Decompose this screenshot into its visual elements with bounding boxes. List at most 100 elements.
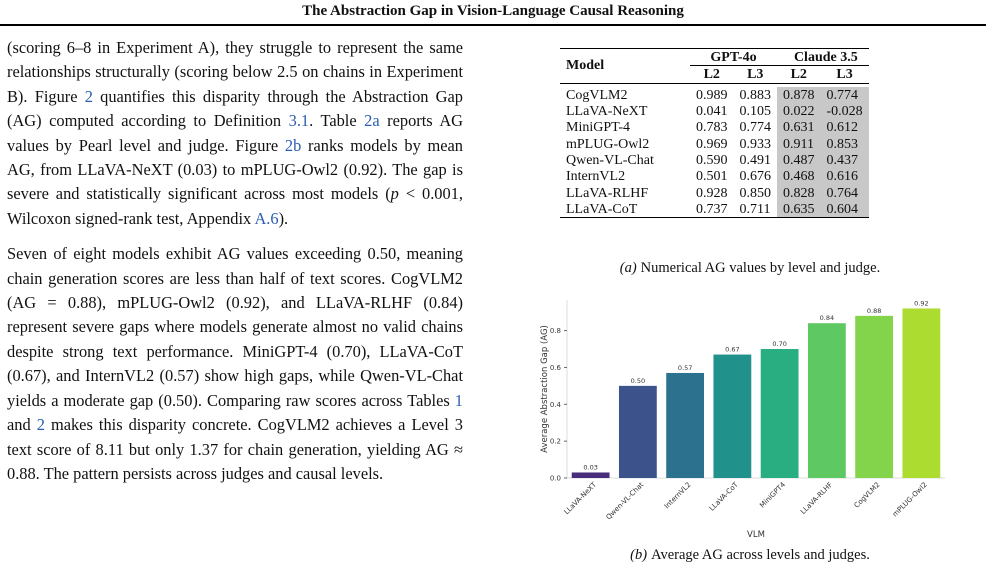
header-row: Model GPT-4o Claude 3.5 bbox=[560, 48, 869, 73]
value-cell: 0.928 bbox=[696, 185, 728, 201]
value-cell: 0.616 bbox=[820, 168, 869, 185]
value-cell: 0.933 bbox=[739, 136, 772, 152]
value-label: 0.70 bbox=[772, 340, 786, 348]
x-tick-label: LLaVA-CoT bbox=[708, 480, 740, 512]
value-cell: 0.850 bbox=[739, 185, 772, 201]
value-cell: 0.774 bbox=[739, 120, 772, 136]
y-tick-label: 0.8 bbox=[550, 327, 561, 335]
header-row: L2 L3 L2 L3 bbox=[560, 66, 869, 84]
value-cell: 0.853 bbox=[820, 135, 869, 153]
value-cell: 0.989 bbox=[696, 87, 728, 103]
value-label: 0.03 bbox=[583, 463, 597, 471]
reference-link[interactable]: 2a bbox=[364, 111, 380, 131]
y-tick-label: 0.0 bbox=[550, 475, 561, 483]
x-tick-label: MiniGPT4 bbox=[758, 480, 787, 509]
x-tick-label: LLaVA-NeXT bbox=[563, 480, 599, 516]
text-run: ranks models by mean AG, from LLaVA-NeXT… bbox=[7, 135, 463, 204]
table-caption: (a) Numerical AG values by level and judg… bbox=[560, 260, 940, 277]
bar bbox=[760, 349, 799, 478]
value-label: 0.84 bbox=[820, 314, 834, 322]
y-tick-label: 0.2 bbox=[550, 438, 561, 446]
table-row: LLaVA-CoT 0.737 0.711 0.635 0.604 bbox=[560, 201, 869, 218]
table-row: LLaVA-NeXT 0.041 0.105 0.022 -0.028 bbox=[560, 103, 869, 120]
x-axis-label: VLM bbox=[747, 530, 765, 540]
value-cell: 0.468 bbox=[777, 168, 821, 185]
x-tick-label: CogVLM2 bbox=[853, 481, 882, 510]
value-cell: 0.487 bbox=[777, 152, 821, 169]
table-row: CogVLM2 0.989 0.883 0.878 0.774 bbox=[560, 87, 869, 104]
text-run: Seven of eight models exhibit AG values … bbox=[7, 244, 463, 410]
text-run: ). bbox=[278, 208, 289, 228]
value-cell: 0.491 bbox=[739, 152, 772, 168]
text-run: quantifies this disparity through the Ab… bbox=[7, 86, 463, 131]
value-label: 0.67 bbox=[725, 346, 739, 354]
value-cell: 0.911 bbox=[777, 135, 821, 153]
text-run: < 0.001, Wilcoxon signed-rank test, Appe… bbox=[7, 184, 463, 228]
caption-label: (b) bbox=[630, 547, 648, 563]
value-cell: 0.764 bbox=[820, 184, 869, 202]
value-cell: 0.590 bbox=[696, 152, 728, 168]
value-cell: 0.604 bbox=[820, 201, 869, 218]
model-cell: LLaVA-CoT bbox=[566, 201, 638, 217]
bar bbox=[618, 385, 657, 478]
value-cell: 0.774 bbox=[820, 87, 869, 104]
level-header: L2 bbox=[703, 66, 720, 82]
value-cell: 0.612 bbox=[820, 119, 869, 136]
model-cell: LLaVA-RLHF bbox=[566, 185, 649, 201]
value-cell: 0.105 bbox=[739, 104, 772, 120]
value-cell: 0.437 bbox=[820, 152, 869, 169]
model-cell: CogVLM2 bbox=[566, 87, 628, 103]
caption-label: (a) bbox=[619, 260, 637, 276]
text-run: . Table bbox=[309, 111, 365, 131]
table-row: Qwen-VL-Chat 0.590 0.491 0.487 0.437 bbox=[560, 152, 869, 169]
reference-link[interactable]: 1 bbox=[454, 390, 463, 410]
value-label: 0.50 bbox=[631, 377, 645, 385]
text-run: and bbox=[7, 415, 37, 435]
text-column: (scoring 6–8 in Experiment A), they stru… bbox=[7, 36, 463, 497]
bar bbox=[807, 323, 846, 478]
table-row: InternVL2 0.501 0.676 0.468 0.616 bbox=[560, 168, 869, 185]
x-tick-label: Qwen-VL-Chat bbox=[605, 481, 646, 522]
reference-link[interactable]: 2 bbox=[84, 86, 93, 106]
text-run: (scoring 6–8 in Experiment A), they stru… bbox=[7, 38, 463, 106]
table-row: mPLUG-Owl2 0.969 0.933 0.911 0.853 bbox=[560, 135, 869, 153]
figure-caption: (b) Average AG across levels and judges. bbox=[560, 547, 940, 564]
reference-link[interactable]: 3.1 bbox=[288, 111, 310, 131]
column-header: Model bbox=[566, 58, 605, 74]
caption-text: Average AG across levels and judges. bbox=[651, 547, 870, 563]
value-label: 0.57 bbox=[678, 364, 692, 372]
paragraph: Seven of eight models exhibit AG values … bbox=[7, 242, 463, 486]
value-label: 0.88 bbox=[867, 307, 881, 315]
group-header: Claude 3.5 bbox=[777, 48, 869, 67]
value-cell: 0.883 bbox=[739, 87, 772, 103]
level-header: L2 bbox=[790, 66, 807, 82]
reference-link[interactable]: 2 bbox=[36, 415, 45, 435]
text-run: reports AG values by Pearl level and jud… bbox=[7, 111, 463, 155]
text-run: makes this disparity concrete. CogVLM2 a… bbox=[7, 415, 463, 483]
model-cell: InternVL2 bbox=[566, 169, 626, 185]
value-cell: 0.635 bbox=[777, 201, 821, 218]
reference-link[interactable]: 2b bbox=[284, 135, 302, 155]
value-cell: 0.676 bbox=[739, 169, 772, 185]
value-label: 0.92 bbox=[914, 299, 928, 307]
reference-link[interactable]: A.6 bbox=[254, 208, 279, 228]
bar bbox=[855, 315, 894, 478]
math-symbol: p bbox=[390, 184, 399, 204]
paragraph: (scoring 6–8 in Experiment A), they stru… bbox=[7, 36, 463, 231]
value-cell: 0.022 bbox=[777, 103, 821, 120]
value-cell: 0.501 bbox=[696, 169, 728, 185]
value-cell: 0.828 bbox=[777, 184, 821, 202]
value-cell: 0.631 bbox=[777, 119, 821, 136]
bar bbox=[571, 472, 610, 478]
value-cell: 0.711 bbox=[739, 201, 771, 217]
bar bbox=[666, 372, 705, 478]
header-rule bbox=[0, 24, 986, 26]
running-title: The Abstraction Gap in Vision-Language C… bbox=[302, 3, 684, 19]
value-cell: 0.878 bbox=[777, 87, 821, 104]
y-axis-label: Average Abstraction Gap (AG) bbox=[540, 325, 550, 453]
model-cell: Qwen-VL-Chat bbox=[566, 152, 654, 168]
model-cell: MiniGPT-4 bbox=[566, 120, 631, 136]
value-cell: 0.737 bbox=[696, 201, 728, 217]
y-tick-label: 0.4 bbox=[550, 401, 562, 409]
